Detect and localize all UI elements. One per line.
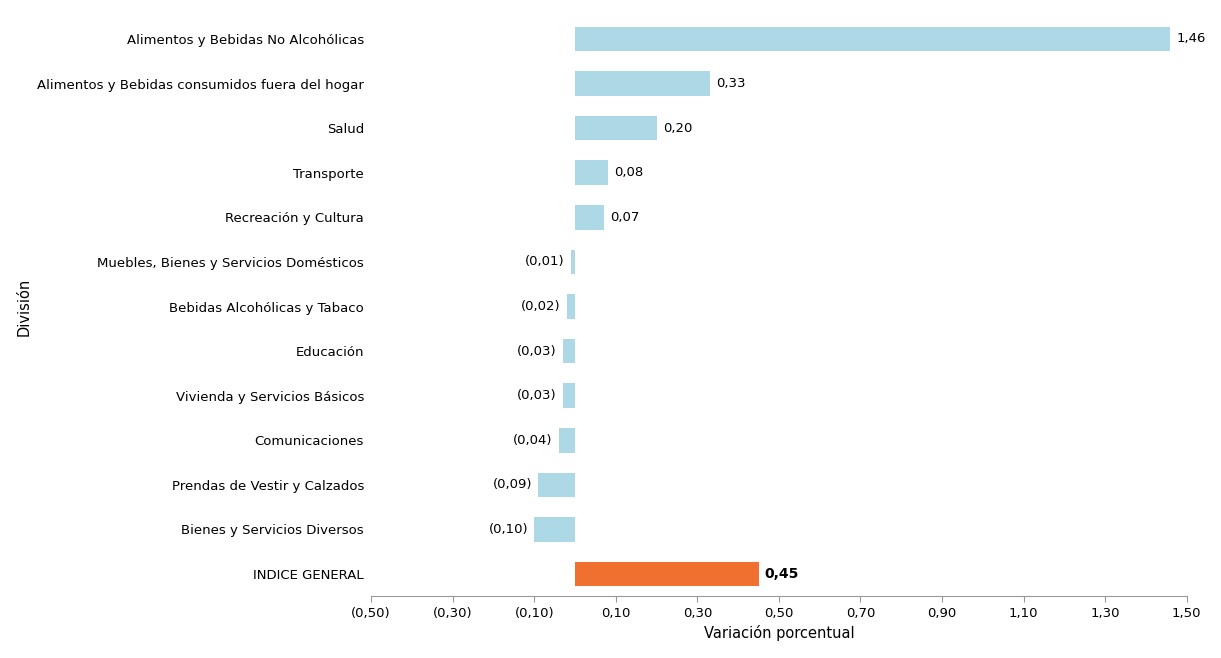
Text: 0,08: 0,08 [614,166,643,179]
Text: (0,10): (0,10) [488,523,527,536]
Bar [567,294,575,318]
Text: 0,45: 0,45 [764,567,799,581]
Text: (0,03): (0,03) [516,389,557,402]
Text: 0,33: 0,33 [716,77,745,90]
X-axis label: Variación porcentual: Variación porcentual [703,625,855,642]
Bar [575,116,657,140]
Bar [563,384,575,408]
Bar [575,205,603,230]
Text: (0,04): (0,04) [513,434,553,447]
Text: (0,09): (0,09) [492,478,532,492]
Text: 0,20: 0,20 [663,122,692,135]
Text: 1,46: 1,46 [1177,32,1206,45]
Bar [575,71,709,96]
Bar [575,161,608,185]
Bar [571,249,575,274]
Text: (0,02): (0,02) [521,300,560,313]
Text: 0,07: 0,07 [609,211,639,224]
Y-axis label: División: División [17,278,32,336]
Bar [535,517,575,542]
Bar [559,428,575,453]
Bar [575,27,1171,51]
Bar [538,472,575,497]
Text: (0,03): (0,03) [516,345,557,357]
Bar [575,562,758,586]
Text: (0,01): (0,01) [525,255,565,268]
Bar [563,339,575,363]
